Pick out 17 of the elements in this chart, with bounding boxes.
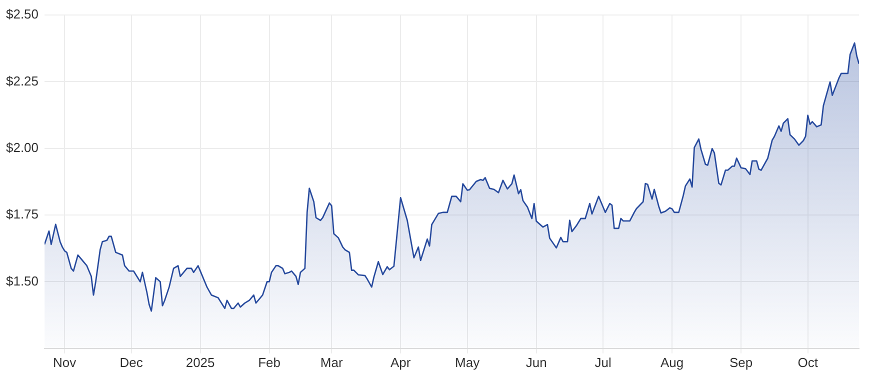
- x-tick-label: Feb: [258, 354, 280, 370]
- x-tick-label: May: [455, 354, 480, 370]
- x-tick-label: Apr: [390, 354, 412, 370]
- x-tick-label: 2025: [186, 354, 215, 370]
- x-tick-label: Aug: [660, 354, 684, 370]
- x-tick-label: Oct: [798, 354, 818, 370]
- x-tick-label: Nov: [52, 354, 77, 370]
- x-tick-label: Jul: [594, 354, 612, 370]
- y-tick-label: $1.75: [6, 206, 39, 222]
- x-tick-label: Dec: [120, 354, 144, 370]
- y-tick-label: $2.50: [6, 6, 39, 22]
- x-tick-label: Mar: [320, 354, 344, 370]
- x-tick-label: Sep: [729, 354, 753, 370]
- y-tick-label: $2.25: [6, 73, 39, 88]
- y-tick-label: $2.00: [6, 140, 39, 155]
- x-tick-label: Jun: [526, 354, 547, 370]
- y-tick-label: $1.50: [6, 273, 39, 288]
